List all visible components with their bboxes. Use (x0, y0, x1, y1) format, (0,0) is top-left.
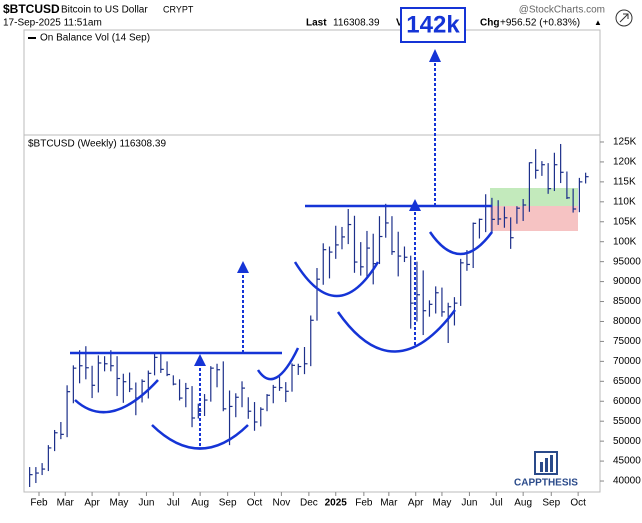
arrow-head (409, 199, 421, 211)
y-tick-label: 75000 (613, 336, 641, 347)
volume-label: V (396, 18, 403, 29)
x-tick-label: Apr (84, 498, 100, 509)
target-zone (490, 188, 578, 206)
last-value: 116308.39 (333, 18, 380, 29)
cup (293, 261, 380, 298)
x-tick-label: Sep (219, 498, 237, 509)
target-label: 142k (406, 11, 460, 38)
x-tick-label: Dec (300, 498, 318, 509)
x-tick-label: May (110, 498, 129, 509)
x-tick-label: 2025 (325, 498, 348, 509)
y-tick-label: 50000 (613, 436, 641, 447)
y-tick-label: 90000 (613, 276, 641, 287)
arrow-head (194, 354, 206, 366)
bars (29, 143, 589, 488)
price-panel (23, 134, 601, 493)
target-box (400, 7, 466, 43)
zoom-button[interactable] (615, 9, 633, 27)
logo: CAPPTHESIS (514, 451, 578, 489)
cup (336, 309, 457, 353)
x-tick-label: Aug (514, 498, 532, 509)
date: 17-Sep-2025 11:51am (3, 18, 102, 29)
exchange: CRYPT (163, 4, 194, 14)
y-tick-label: 120K (613, 157, 637, 168)
x-tick-label: Feb (355, 498, 373, 509)
y-tick-label: 40000 (613, 476, 641, 487)
last-label: Last (306, 18, 327, 29)
arrow-heads (194, 49, 441, 366)
y-tick-label: 100K (613, 236, 637, 247)
y-tick-label: 80000 (613, 316, 641, 327)
x-tick-label: Oct (247, 498, 263, 509)
y-tick-label: 70000 (613, 356, 641, 367)
x-tick-label: Jul (490, 498, 503, 509)
watermark: CAPPTHESIS (514, 478, 578, 489)
x-tick-label: Feb (30, 498, 48, 509)
zoom-icon (619, 13, 629, 23)
indicator-label: On Balance Vol (14 Sep) (40, 33, 150, 44)
y-tick-label: 115K (613, 177, 636, 188)
chg-label: Chg (480, 18, 499, 29)
y-tick-label: 65000 (613, 376, 641, 387)
chg-value: +956.52 (+0.83%) (500, 18, 580, 29)
x-tick-label: Nov (272, 498, 290, 509)
stop-zone (490, 206, 578, 231)
source: @StockCharts.com (519, 5, 605, 16)
x-tick-label: Jun (138, 498, 154, 509)
cup (428, 231, 494, 256)
logo-bar (545, 458, 548, 472)
x-tick-label: Jul (167, 498, 180, 509)
x-tick-label: Sep (542, 498, 560, 509)
logo-bar (540, 462, 543, 472)
y-tick-label: 60000 (613, 396, 641, 407)
y-tick-label: 45000 (613, 456, 641, 467)
x-tick-label: Aug (191, 498, 209, 509)
symbol: $BTCUSD (3, 2, 60, 16)
y-tick-label: 95000 (613, 256, 641, 267)
y-tick-label: 55000 (613, 416, 641, 427)
cup (151, 424, 249, 450)
x-tick-label: Mar (380, 498, 398, 509)
up-marker: ▲ (594, 18, 602, 27)
logo-bar (550, 455, 553, 472)
y-tick-label: 110K (613, 196, 636, 207)
arrow-head (429, 49, 441, 62)
x-tick-label: Apr (408, 498, 424, 509)
legend: $BTCUSD (Weekly) 116308.39 (28, 139, 166, 150)
logo-frame (534, 451, 558, 475)
y-tick-label: 85000 (613, 296, 641, 307)
cup (256, 347, 300, 381)
annotations (70, 204, 494, 450)
instrument-name: Bitcoin to US Dollar (61, 5, 148, 16)
x-tick-label: May (432, 498, 451, 509)
y-tick-label: 105K (613, 216, 637, 227)
cup (74, 379, 159, 414)
y-tick-label: 125K (613, 137, 637, 148)
arrow-head (237, 261, 249, 273)
x-tick-label: Mar (57, 498, 75, 509)
arrows (199, 60, 436, 446)
x-tick-label: Oct (570, 498, 586, 509)
x-tick-label: Jun (461, 498, 477, 509)
